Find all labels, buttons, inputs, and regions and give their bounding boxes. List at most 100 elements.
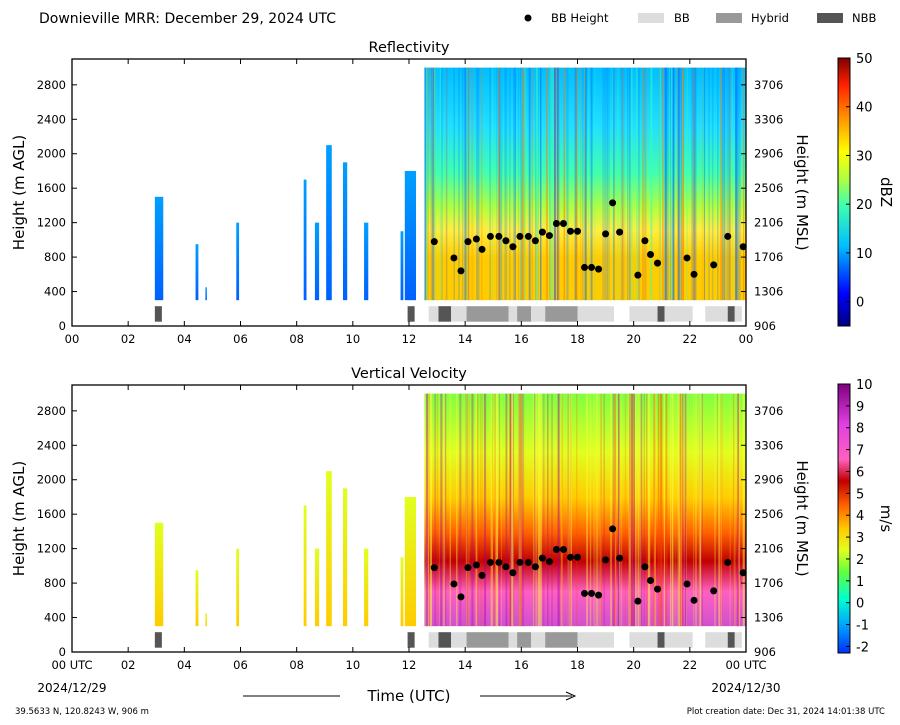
bb-class-segment-nbb (154, 306, 162, 322)
precip-streak (618, 393, 620, 627)
legend-bb-label: BB (674, 11, 690, 25)
colorbar (837, 57, 851, 327)
precip-streak (465, 393, 468, 627)
precip-streak (671, 393, 674, 627)
precip-streak (424, 67, 426, 301)
echo-column (314, 222, 320, 301)
precip-streak (653, 393, 656, 627)
precip-streak (494, 393, 496, 627)
bb-height-point (581, 589, 589, 597)
precip-streak (463, 67, 465, 301)
precip-streak (428, 393, 430, 627)
echo-column (154, 196, 164, 301)
precip-streak (650, 67, 653, 301)
bb-height-point (531, 237, 539, 245)
bb-height-point (464, 564, 472, 572)
precip-streak (671, 393, 674, 627)
precip-streak (678, 393, 680, 627)
precip-streak (723, 67, 726, 301)
bb-height-point (595, 265, 603, 273)
precip-streak (686, 393, 687, 627)
y-tick-label: 0 (59, 319, 66, 333)
precip-streak (442, 393, 445, 627)
precip-streak (683, 393, 685, 627)
x-tick-label: 08 (289, 658, 304, 672)
precip-streak (477, 67, 478, 301)
precip-streak (449, 393, 451, 627)
precip-streak (729, 67, 731, 301)
precip-streak (561, 393, 564, 627)
colorbar-tick-label: 4 (856, 509, 864, 524)
x-tick-label: 12 (402, 658, 417, 672)
precip-streak (639, 393, 642, 627)
precip-streak (556, 67, 558, 301)
bb-height-point (430, 564, 438, 572)
precip-streak (499, 393, 500, 627)
bb-height-point (531, 563, 539, 571)
precip-streak (424, 67, 426, 301)
precip-streak (427, 393, 428, 627)
precip-streak (636, 393, 638, 627)
bb-class-segment-nbb (438, 632, 452, 648)
bb-height-point (724, 558, 732, 566)
legend-nbb-label: NBB (852, 11, 876, 25)
precip-streak (672, 67, 675, 301)
legend-bb-height-label: BB Height (551, 11, 609, 25)
bb-height-point (647, 577, 655, 585)
precip-streak (662, 67, 664, 301)
colorbar-tick-label: 40 (856, 101, 873, 116)
precip-streak (596, 393, 599, 627)
precip-streak (566, 67, 569, 301)
precip-streak (424, 393, 428, 627)
colorbar-tick-label: 50 (856, 52, 873, 67)
echo-column (314, 548, 320, 627)
bb-height-point (516, 232, 524, 240)
colorbar-tick-label: 7 (856, 444, 864, 459)
bb-class-segment-nbb (407, 306, 415, 322)
bb-height-point (581, 263, 589, 271)
precip-streak (471, 67, 474, 301)
precip-streak (584, 67, 586, 301)
precip-streak (606, 67, 608, 301)
precip-streak (680, 393, 682, 627)
precip-streak (681, 393, 685, 627)
precip-streak (567, 67, 569, 301)
echo-column (326, 145, 332, 301)
bb-height-point (516, 558, 524, 566)
y-tick-right-label: 2506 (754, 181, 783, 195)
precip-streak (575, 67, 578, 301)
precip-streak (642, 67, 645, 301)
precip-streak (640, 393, 643, 627)
bb-class-segment-bb (428, 632, 439, 648)
precip-streak (468, 393, 470, 627)
x-tick-label: 18 (570, 658, 585, 672)
precip-streak (698, 393, 701, 627)
precip-streak (670, 393, 672, 627)
precip-streak (430, 393, 432, 627)
precip-streak (695, 67, 697, 301)
y-tick-right-label: 2906 (754, 473, 783, 487)
precip-streak (588, 67, 590, 301)
legend-bb-swatch (638, 13, 664, 23)
precip-streak (551, 393, 553, 627)
precip-streak (720, 393, 722, 627)
precip-streak (672, 67, 675, 301)
precip-streak (622, 67, 624, 301)
precip-streak (638, 393, 640, 627)
precip-streak (701, 393, 703, 627)
bb-height-point (602, 230, 610, 238)
precip-streak (646, 393, 648, 627)
x-tick-label: 04 (177, 658, 192, 672)
y-axis-title: Height (m AGL) (10, 135, 28, 250)
x-axis-arrow-head (565, 691, 577, 701)
precip-streak (733, 393, 736, 627)
bb-height-point (690, 270, 698, 278)
precip-streak (636, 67, 638, 301)
precip-streak (699, 393, 702, 627)
echo-column (343, 488, 348, 627)
precip-streak (653, 393, 656, 627)
bb-height-point (545, 232, 553, 240)
bb-class-segment-hybrid (545, 632, 578, 648)
precip-streak (554, 67, 556, 301)
